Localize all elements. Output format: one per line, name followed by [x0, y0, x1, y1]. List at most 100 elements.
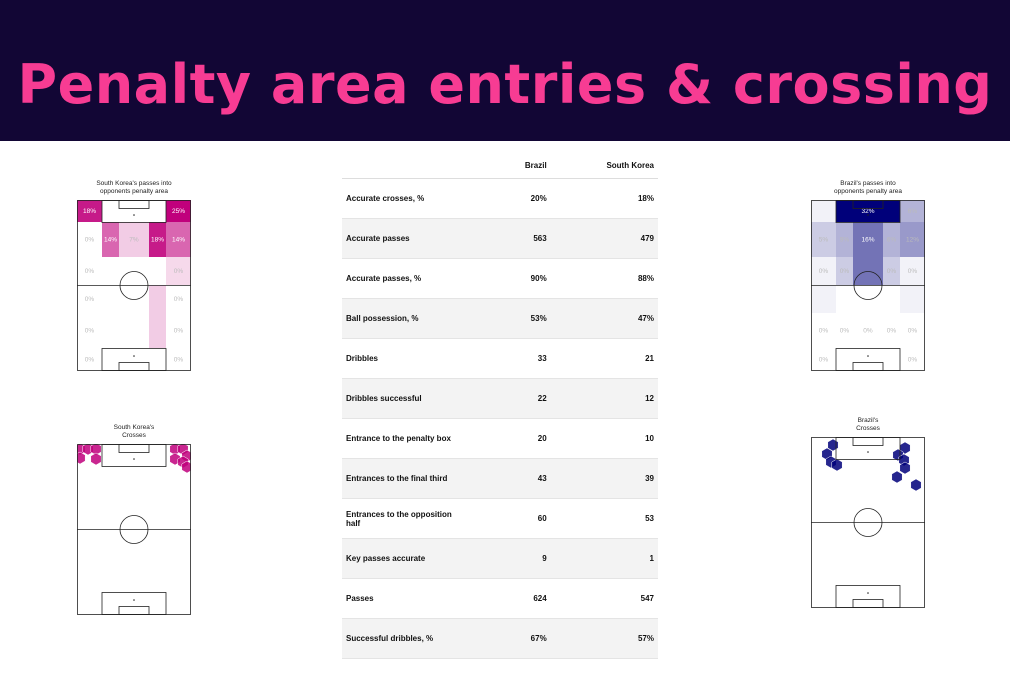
cross-hexagon: [90, 452, 102, 466]
top-penalty-box: [101, 444, 167, 467]
brazil-value: 33: [496, 338, 551, 379]
zone-label: 6%: [887, 237, 897, 244]
zone-label: 0%: [908, 328, 918, 335]
brazil-value: 22: [496, 378, 551, 419]
heatmap-zone: [119, 222, 149, 257]
heatmap-zone: [811, 257, 836, 285]
brazil-crosses-pitch: [811, 437, 925, 608]
center-circle: [119, 515, 149, 544]
zone-label: 14%: [104, 237, 117, 244]
brazil-crosses-title: Brazil's Crosses: [856, 417, 880, 432]
korea-value: 12: [550, 378, 658, 419]
page-title: Penalty area entries & crossing: [17, 53, 993, 116]
bottom-penalty-box: [101, 348, 167, 371]
heatmap-zone: [811, 285, 836, 313]
bottom-penalty-spot: [133, 599, 135, 601]
top-penalty-box: [101, 200, 167, 223]
stat-label: Passes: [342, 578, 496, 619]
top-penalty-spot: [133, 458, 135, 460]
korea-value: 39: [550, 458, 658, 499]
table-row: Entrances to the final third 43 39: [342, 458, 658, 499]
brazil-crosses-panel: Brazil's Crosses: [811, 417, 925, 608]
stat-label: Entrances to the final third: [342, 458, 496, 499]
zone-label: 0%: [174, 328, 184, 335]
table-row: Accurate passes, % 90% 88%: [342, 258, 658, 299]
brazil-entries-pitch: 32% 6% 5% 9% 16% 6% 12% 0% 0% 0% 0% 0% 0% 0% 0% 0% 0% 0%: [811, 200, 925, 371]
stat-label: Successful dribbles, %: [342, 618, 496, 659]
table-row: Accurate crosses, % 20% 18%: [342, 178, 658, 219]
korea-value: 18%: [550, 178, 658, 219]
korea-value: 10: [550, 418, 658, 459]
zone-label: 18%: [151, 237, 164, 244]
stat-label: Entrance to the penalty box: [342, 418, 496, 459]
top-six-yard-box: [118, 444, 150, 453]
heatmap-zone: [883, 257, 900, 285]
zone-label: 0%: [840, 268, 850, 275]
stats-header-korea: South Korea: [550, 152, 658, 179]
center-circle: [853, 508, 883, 537]
zone-label: 0%: [174, 357, 184, 364]
heatmap-zone: [900, 200, 925, 222]
header-banner: Penalty area entries & crossing: [0, 0, 1010, 141]
stat-label: Ball possession, %: [342, 298, 496, 339]
bottom-six-yard-box: [852, 362, 884, 371]
korea-crosses-title: South Korea's Crosses: [113, 424, 155, 439]
zone-label: 0%: [85, 328, 95, 335]
bottom-penalty-spot: [133, 355, 135, 357]
zone-label: 32%: [861, 208, 874, 215]
heatmap-zone: [149, 285, 166, 313]
zone-label: 18%: [83, 208, 96, 215]
cross-hexagon: [910, 478, 922, 492]
heatmap-zone: [900, 257, 925, 285]
cross-hexagon: [77, 451, 86, 465]
stat-label: Accurate crosses, %: [342, 178, 496, 219]
korea-entries-panel: South Korea's passes into opponents pena…: [77, 180, 191, 371]
cross-hexagon: [891, 470, 903, 484]
korea-value: 1: [550, 538, 658, 579]
cross-hexagon: [899, 461, 911, 475]
zone-label: 0%: [85, 296, 95, 303]
zone-label: 9%: [840, 237, 850, 244]
zone-label: 0%: [819, 268, 829, 275]
brazil-value: 53%: [496, 298, 551, 339]
zone-label: 0%: [887, 328, 897, 335]
brazil-entries-panel: Brazil's passes into opponents penalty a…: [811, 180, 925, 371]
table-row: Accurate passes 563 479: [342, 218, 658, 259]
brazil-value: 67%: [496, 618, 551, 659]
zone-label: 0%: [819, 328, 829, 335]
table-row: Entrance to the penalty box 20 10: [342, 418, 658, 459]
heatmap-zone: [149, 222, 166, 257]
top-penalty-spot: [133, 214, 135, 216]
table-row: Successful dribbles, % 67% 57%: [342, 618, 658, 659]
heatmap-zone: [811, 200, 836, 222]
bottom-penalty-box: [835, 585, 901, 608]
brazil-entries-title: Brazil's passes into opponents penalty a…: [834, 180, 902, 195]
heatmap-zone: [836, 257, 853, 285]
top-penalty-spot: [867, 451, 869, 453]
heatmap-zone: [166, 222, 191, 257]
zone-label: 0%: [174, 268, 184, 275]
zone-label: 0%: [863, 328, 873, 335]
korea-value: 479: [550, 218, 658, 259]
center-circle: [119, 271, 149, 300]
top-penalty-spot: [867, 214, 869, 216]
korea-entries-title: South Korea's passes into opponents pena…: [96, 180, 172, 195]
table-row: Entrances to the opposition half 60 53: [342, 498, 658, 539]
heatmap-zone: [77, 200, 102, 222]
zone-label: 0%: [908, 357, 918, 364]
bottom-six-yard-box: [852, 599, 884, 608]
heatmap-zone: [102, 222, 119, 257]
zone-label: 14%: [172, 237, 185, 244]
stats-header-row: Brazil South Korea: [342, 152, 658, 179]
cross-hexagon: [827, 438, 839, 452]
zone-label: 0%: [85, 237, 95, 244]
korea-value: 53: [550, 498, 658, 539]
table-row: Dribbles successful 22 12: [342, 378, 658, 419]
top-penalty-box: [835, 437, 901, 460]
top-six-yard-box: [852, 437, 884, 446]
brazil-value: 60: [496, 498, 551, 539]
zone-label: 5%: [819, 237, 829, 244]
zone-label: 16%: [861, 237, 874, 244]
table-row: Dribbles 33 21: [342, 338, 658, 379]
zone-label: 0%: [819, 357, 829, 364]
